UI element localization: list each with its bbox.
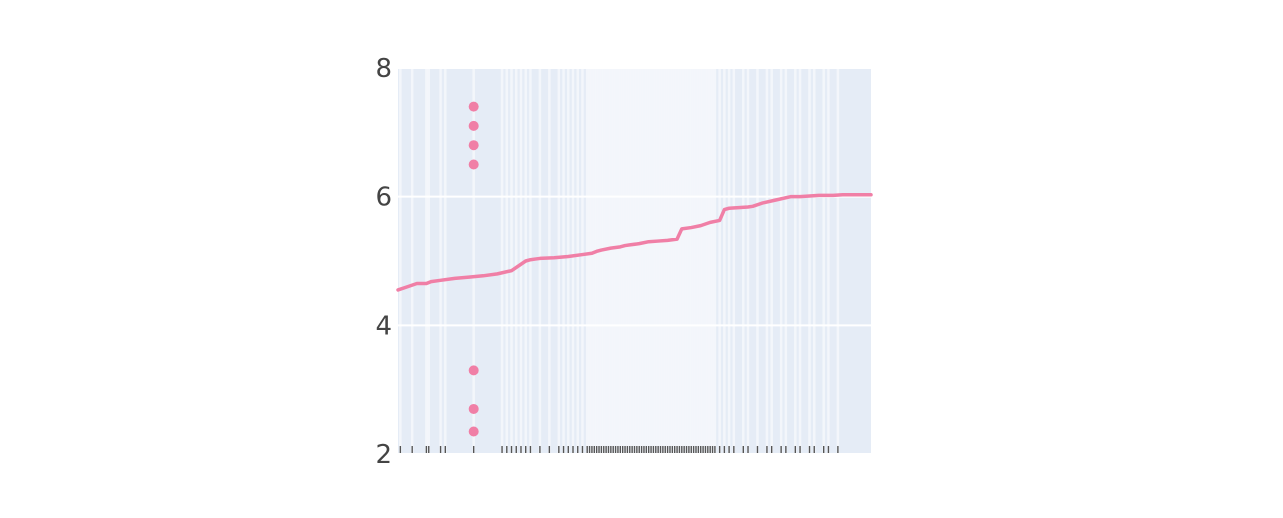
data-point — [468, 365, 479, 376]
y-tick-label: 6 — [375, 183, 392, 213]
data-point — [468, 140, 479, 151]
y-tick-label: 4 — [375, 311, 392, 341]
data-point — [468, 403, 479, 414]
y-axis-ticks: 2 4 6 8 — [375, 54, 392, 470]
vertical-stripes — [399, 68, 840, 454]
rug-marks — [399, 446, 839, 453]
data-point — [468, 120, 479, 131]
series-line — [396, 192, 873, 292]
data-point — [468, 426, 479, 437]
data-point — [468, 159, 479, 170]
data-point — [468, 101, 479, 112]
y-tick-label: 8 — [375, 54, 392, 84]
series-line-group — [396, 192, 873, 292]
series-points-group — [468, 101, 479, 437]
y-tick-label: 2 — [375, 440, 392, 470]
